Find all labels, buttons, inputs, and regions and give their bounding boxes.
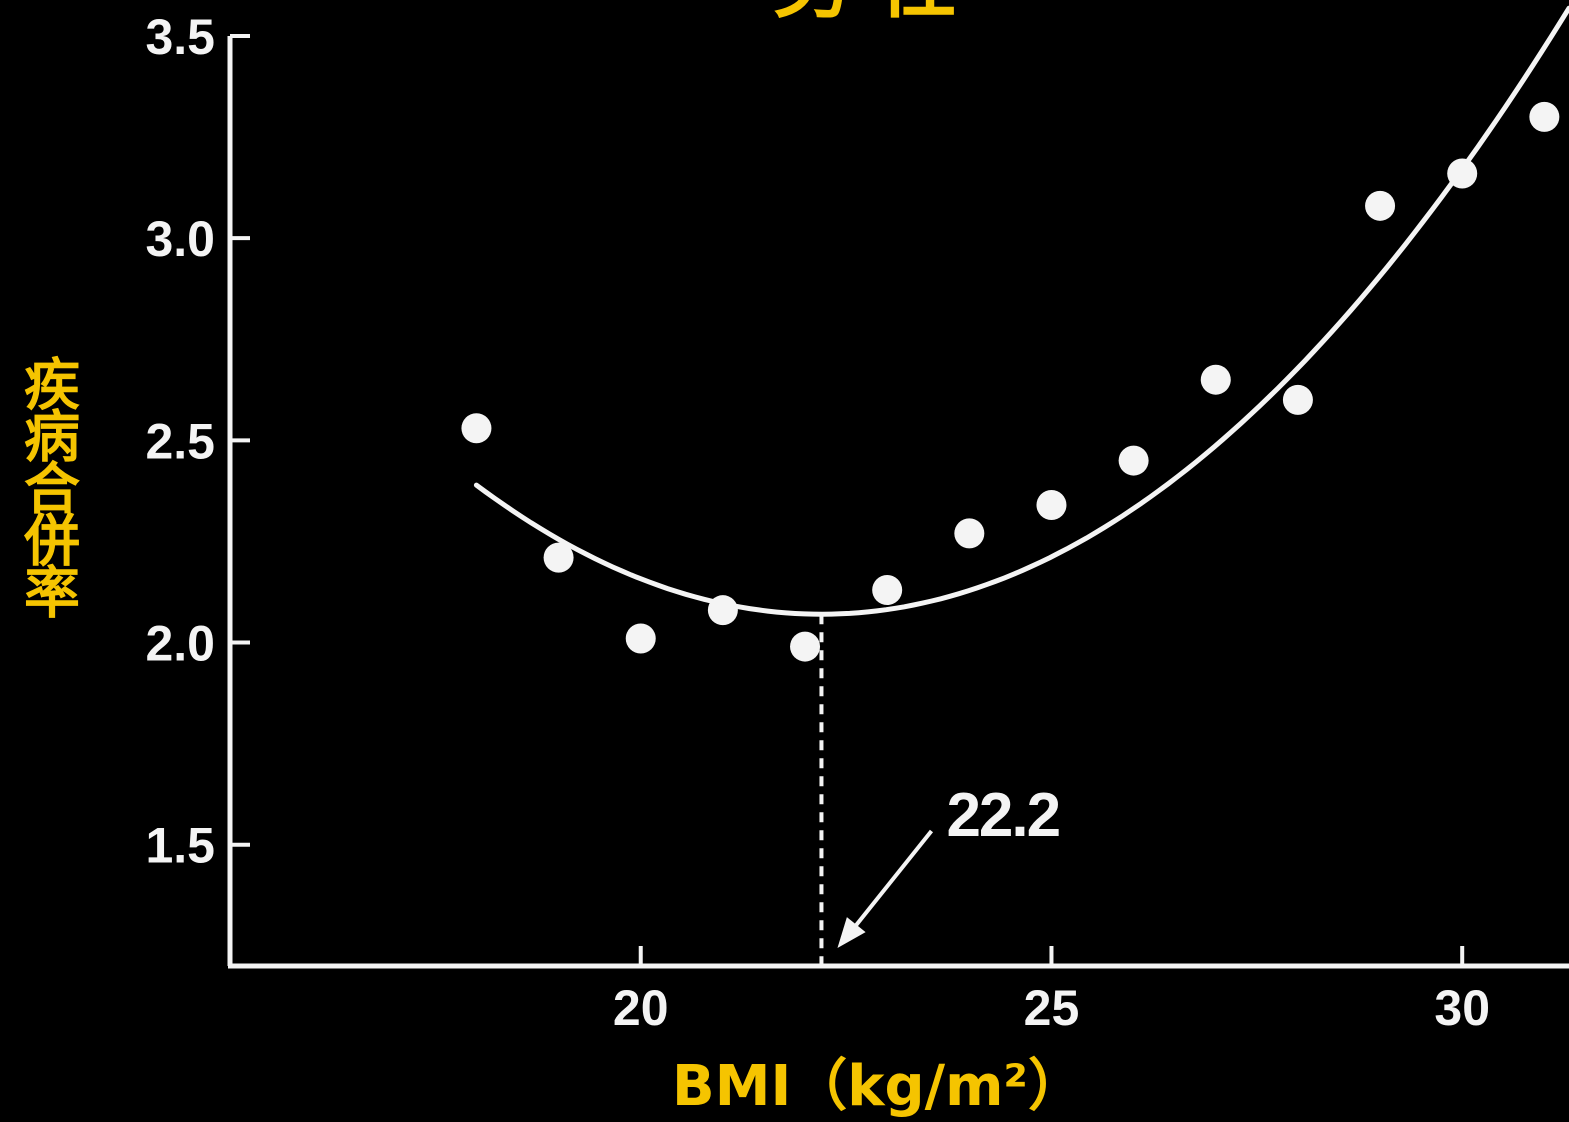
y-ticks: 1.5 2.0 2.5 3.0 3.5	[145, 9, 250, 874]
x-tick-label: 20	[613, 980, 669, 1036]
data-point	[625, 623, 656, 654]
data-point	[954, 518, 985, 549]
data-point	[1529, 101, 1560, 132]
x-tick-label: 25	[1024, 980, 1080, 1036]
data-point	[1282, 384, 1313, 415]
y-axis-label: 疾病合併率	[15, 355, 81, 619]
data-point	[790, 631, 821, 662]
x-tick-label: 30	[1434, 980, 1490, 1036]
data-point	[872, 574, 903, 605]
x-axis-label: BMI（kg/m²）	[672, 1054, 1084, 1119]
y-tick-label: 3.5	[145, 9, 215, 65]
y-tick-label: 3.0	[145, 211, 215, 267]
data-point	[1447, 158, 1478, 189]
data-point	[1200, 364, 1231, 395]
data-point	[707, 595, 738, 626]
y-tick-label: 2.0	[145, 616, 215, 672]
data-point	[1365, 190, 1396, 221]
annotation-arrow	[845, 829, 934, 938]
annotation-arrowhead	[837, 917, 866, 948]
data-point	[1118, 445, 1149, 476]
annotation-label: 22.2	[946, 781, 1059, 850]
y-tick-label: 2.5	[145, 413, 215, 469]
data-point	[1036, 490, 1067, 521]
x-ticks: 20 25 30	[613, 946, 1490, 1036]
data-point	[543, 542, 574, 573]
chart-title: 男 性	[773, 0, 956, 29]
data-points	[461, 101, 1560, 662]
data-point	[461, 413, 492, 444]
y-tick-label: 1.5	[145, 818, 215, 874]
fit-curve	[473, 5, 1569, 617]
